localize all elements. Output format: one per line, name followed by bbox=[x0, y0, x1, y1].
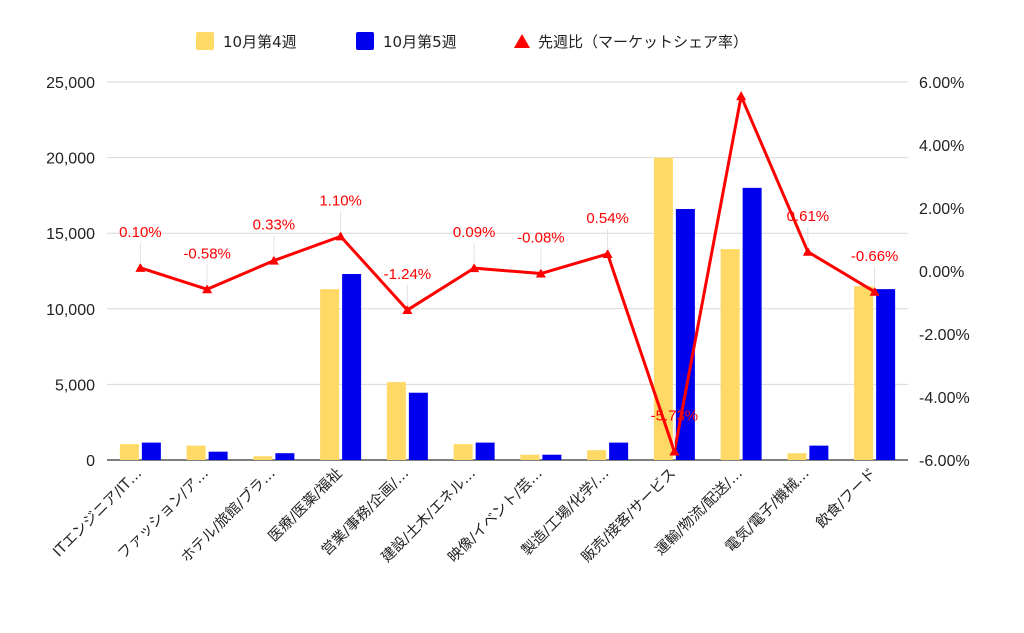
y-left-tick-label: 15,000 bbox=[46, 226, 95, 243]
legend-label: 先週比（マーケットシェア率） bbox=[538, 33, 748, 51]
y-left-tick-label: 10,000 bbox=[46, 302, 95, 319]
line-point bbox=[202, 284, 213, 294]
share-line bbox=[139, 94, 876, 453]
y-right-tick-label: 0.00% bbox=[919, 264, 964, 281]
bar bbox=[854, 286, 874, 460]
bar bbox=[386, 382, 406, 460]
data-label: -1.24% bbox=[384, 266, 432, 283]
legend-swatch bbox=[196, 32, 214, 50]
y-right-tick-label: 6.00% bbox=[919, 75, 964, 92]
bar bbox=[119, 444, 139, 460]
bar bbox=[653, 157, 673, 460]
data-label: -0.66% bbox=[851, 248, 899, 265]
data-label: 0.10% bbox=[119, 224, 162, 241]
bar bbox=[675, 209, 695, 460]
legend: 10月第4週 10月第5週 先週比（マーケットシェア率） bbox=[196, 32, 748, 51]
data-label: 0.09% bbox=[453, 224, 496, 241]
bar bbox=[253, 456, 273, 460]
bar bbox=[141, 442, 161, 460]
data-label: 1.10% bbox=[319, 192, 362, 209]
y-left-tick-label: 20,000 bbox=[46, 151, 95, 168]
bar bbox=[408, 392, 428, 460]
line-point bbox=[669, 446, 680, 456]
y-left-tick-label: 5,000 bbox=[55, 377, 95, 394]
line-point bbox=[736, 91, 747, 101]
data-label: 0.61% bbox=[787, 208, 830, 225]
y-left-tick-label: 25,000 bbox=[46, 75, 95, 92]
data-label: -0.58% bbox=[183, 245, 231, 262]
line-point bbox=[402, 305, 413, 315]
bar bbox=[787, 453, 807, 460]
legend-swatch bbox=[514, 34, 530, 48]
data-label: -5.73% bbox=[651, 407, 699, 424]
bar bbox=[320, 289, 340, 460]
line-point bbox=[802, 246, 813, 256]
bar bbox=[542, 454, 562, 460]
bar bbox=[453, 444, 473, 460]
line-point bbox=[869, 286, 880, 296]
x-category-label: 飲食/フード bbox=[813, 465, 880, 532]
line-point bbox=[602, 248, 613, 258]
bar bbox=[520, 454, 540, 460]
data-label: 0.33% bbox=[253, 217, 296, 234]
bar bbox=[587, 450, 607, 460]
bar-series bbox=[119, 157, 896, 460]
data-label: -0.08% bbox=[517, 230, 565, 247]
y-right-tick-label: -2.00% bbox=[919, 327, 970, 344]
bar bbox=[208, 451, 228, 460]
legend-label: 10月第5週 bbox=[383, 33, 457, 51]
bar bbox=[275, 453, 295, 460]
bar bbox=[876, 289, 896, 460]
bar bbox=[720, 249, 740, 460]
line-series bbox=[135, 91, 880, 456]
line-point bbox=[335, 231, 346, 241]
bar bbox=[186, 445, 206, 460]
line-point bbox=[268, 255, 279, 265]
legend-swatch bbox=[356, 32, 374, 50]
bar bbox=[609, 442, 629, 460]
y-right-tick-label: -6.00% bbox=[919, 453, 970, 470]
y-right-tick-label: -4.00% bbox=[919, 390, 970, 407]
y-left-tick-label: 0 bbox=[86, 453, 95, 470]
gridlines bbox=[107, 81, 908, 385]
data-label: 0.54% bbox=[586, 210, 629, 227]
line-point bbox=[469, 263, 480, 273]
y-right-tick-label: 4.00% bbox=[919, 138, 964, 155]
bar bbox=[742, 187, 762, 460]
y-right-tick-label: 2.00% bbox=[919, 201, 964, 218]
line-point bbox=[135, 262, 146, 272]
bar bbox=[342, 274, 362, 460]
bar bbox=[809, 445, 829, 460]
legend-label: 10月第4週 bbox=[223, 33, 297, 51]
line-point bbox=[535, 268, 546, 278]
bar bbox=[475, 442, 495, 460]
axes: 0 5,000 10,000 15,000 20,000 25,000 -6.00% -4.0… bbox=[46, 75, 970, 566]
data-labels: 0.10% -0.58% 0.33% 1.10% -1.24% 0.09% -0.08% 0.… bbox=[119, 192, 899, 448]
